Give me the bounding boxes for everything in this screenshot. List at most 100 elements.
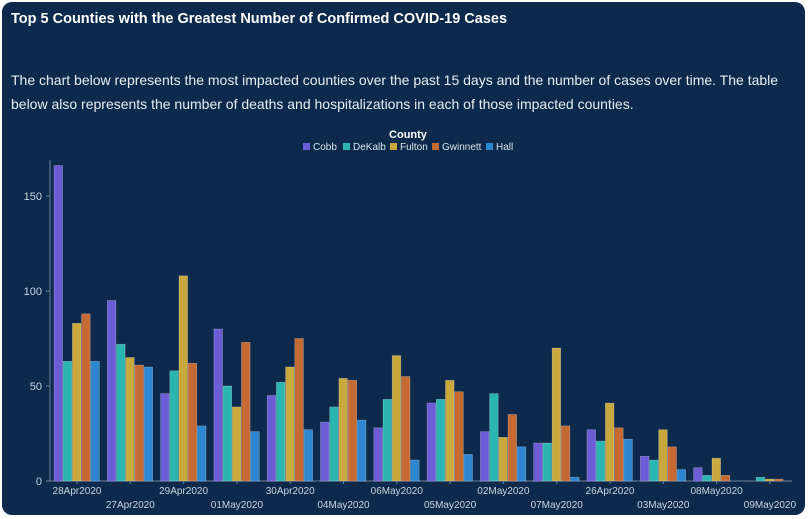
- bar-group: [266, 338, 313, 482]
- legend-label: Hall: [496, 142, 513, 153]
- bar-fulton[interactable]: [658, 429, 668, 482]
- bar-cobb[interactable]: [320, 421, 330, 482]
- bar-cobb[interactable]: [266, 395, 277, 482]
- bar-group: [755, 476, 784, 482]
- legend-swatch: [390, 143, 397, 150]
- bar-hall[interactable]: [676, 469, 686, 482]
- bar-dekalb[interactable]: [116, 343, 126, 482]
- bar-fulton[interactable]: [445, 379, 455, 482]
- bar-cobb[interactable]: [53, 165, 63, 482]
- bar-gwinnett[interactable]: [347, 379, 358, 482]
- bar-fulton[interactable]: [605, 402, 615, 482]
- bar-dekalb[interactable]: [276, 381, 286, 482]
- y-tick-label: 150: [24, 191, 42, 203]
- legend-label: Fulton: [400, 142, 428, 153]
- bar-fulton[interactable]: [551, 347, 561, 482]
- bar-hall[interactable]: [516, 446, 527, 482]
- legend-item-hall[interactable]: Hall: [486, 142, 513, 153]
- bar-fulton[interactable]: [178, 275, 188, 482]
- legend-item-dekalb[interactable]: DeKalb: [343, 142, 386, 153]
- x-category-label: 09May2020: [744, 500, 797, 511]
- bar-gwinnett[interactable]: [720, 474, 731, 482]
- bar-group: [586, 402, 633, 482]
- x-category-label: 03May2020: [637, 500, 690, 511]
- bar-fulton[interactable]: [285, 366, 295, 482]
- bar-hall[interactable]: [463, 454, 473, 482]
- legend-item-fulton[interactable]: Fulton: [390, 142, 428, 153]
- bar-cobb[interactable]: [213, 328, 223, 482]
- x-category-label: 01May2020: [211, 500, 264, 511]
- bar-dekalb[interactable]: [169, 370, 179, 482]
- chart-description: The chart below represents the most impa…: [11, 72, 779, 112]
- bar-dekalb[interactable]: [542, 442, 552, 482]
- bar-gwinnett[interactable]: [187, 362, 198, 482]
- bar-cobb[interactable]: [693, 467, 703, 482]
- bar-group: [213, 328, 260, 482]
- bar-group: [480, 393, 527, 482]
- y-tick-label: 0: [36, 476, 42, 488]
- bar-gwinnett[interactable]: [294, 338, 304, 482]
- bar-hall[interactable]: [356, 419, 367, 482]
- bar-group: [533, 347, 580, 482]
- bar-cobb[interactable]: [373, 427, 383, 482]
- bar-cobb[interactable]: [586, 429, 596, 482]
- bar-fulton[interactable]: [498, 436, 508, 482]
- bar-fulton[interactable]: [338, 378, 348, 482]
- bar-dekalb[interactable]: [329, 406, 339, 482]
- bar-dekalb[interactable]: [702, 474, 712, 482]
- bar-gwinnett[interactable]: [667, 446, 677, 482]
- bar-hall[interactable]: [410, 459, 420, 482]
- bar-hall[interactable]: [90, 360, 100, 482]
- bar-gwinnett[interactable]: [241, 341, 251, 482]
- x-category-label: 28Apr2020: [53, 486, 102, 497]
- legend-swatch: [486, 143, 493, 150]
- legend-label: Gwinnett: [442, 142, 482, 153]
- bar-gwinnett[interactable]: [614, 427, 624, 482]
- bar-group: [639, 429, 686, 482]
- bar-fulton[interactable]: [391, 355, 402, 482]
- bar-dekalb[interactable]: [382, 398, 392, 482]
- bar-hall[interactable]: [197, 425, 207, 482]
- chart-title: Top 5 Counties with the Greatest Number …: [11, 11, 508, 27]
- bar-hall[interactable]: [250, 431, 260, 482]
- bar-cobb[interactable]: [426, 402, 437, 482]
- bar-gwinnett[interactable]: [81, 313, 91, 482]
- bar-hall[interactable]: [143, 366, 154, 482]
- bar-gwinnett[interactable]: [507, 414, 517, 482]
- bar-fulton[interactable]: [232, 406, 242, 482]
- x-category-label: 05May2020: [424, 500, 477, 511]
- bar-cobb[interactable]: [639, 455, 650, 482]
- legend-item-cobb[interactable]: Cobb: [303, 142, 337, 153]
- bar-cobb[interactable]: [160, 393, 170, 482]
- bar-gwinnett[interactable]: [560, 425, 571, 482]
- bar-dekalb[interactable]: [595, 440, 606, 482]
- legend[interactable]: Cobb DeKalb Fulton Gwinnett Hall: [303, 142, 513, 153]
- bar-hall[interactable]: [570, 476, 580, 482]
- bar-fulton[interactable]: [125, 357, 135, 482]
- bar-dekalb[interactable]: [489, 393, 499, 482]
- bar-hall[interactable]: [303, 429, 313, 482]
- bar-cobb[interactable]: [107, 300, 117, 482]
- legend-label: Cobb: [313, 142, 337, 153]
- bar-gwinnett[interactable]: [454, 391, 464, 482]
- bar-gwinnett[interactable]: [401, 376, 411, 482]
- x-category-label: 27Apr2020: [106, 500, 155, 511]
- bar-cobb[interactable]: [533, 442, 543, 482]
- bar-gwinnett[interactable]: [774, 478, 784, 482]
- bar-gwinnett[interactable]: [134, 364, 144, 482]
- bar-dekalb[interactable]: [435, 398, 446, 482]
- bar-cobb[interactable]: [480, 431, 490, 482]
- bar-dekalb[interactable]: [649, 459, 659, 482]
- bar-dekalb[interactable]: [755, 476, 765, 482]
- legend-item-gwinnett[interactable]: Gwinnett: [432, 142, 482, 153]
- bar-dekalb[interactable]: [62, 360, 73, 482]
- bar-fulton[interactable]: [764, 478, 775, 482]
- x-category-label: 26Apr2020: [586, 486, 635, 497]
- bar-fulton[interactable]: [72, 322, 82, 482]
- bar-fulton[interactable]: [711, 457, 721, 482]
- bar-dekalb[interactable]: [222, 385, 233, 482]
- bars[interactable]: [53, 165, 784, 482]
- bar-hall[interactable]: [623, 438, 633, 482]
- legend-title: County: [389, 129, 428, 141]
